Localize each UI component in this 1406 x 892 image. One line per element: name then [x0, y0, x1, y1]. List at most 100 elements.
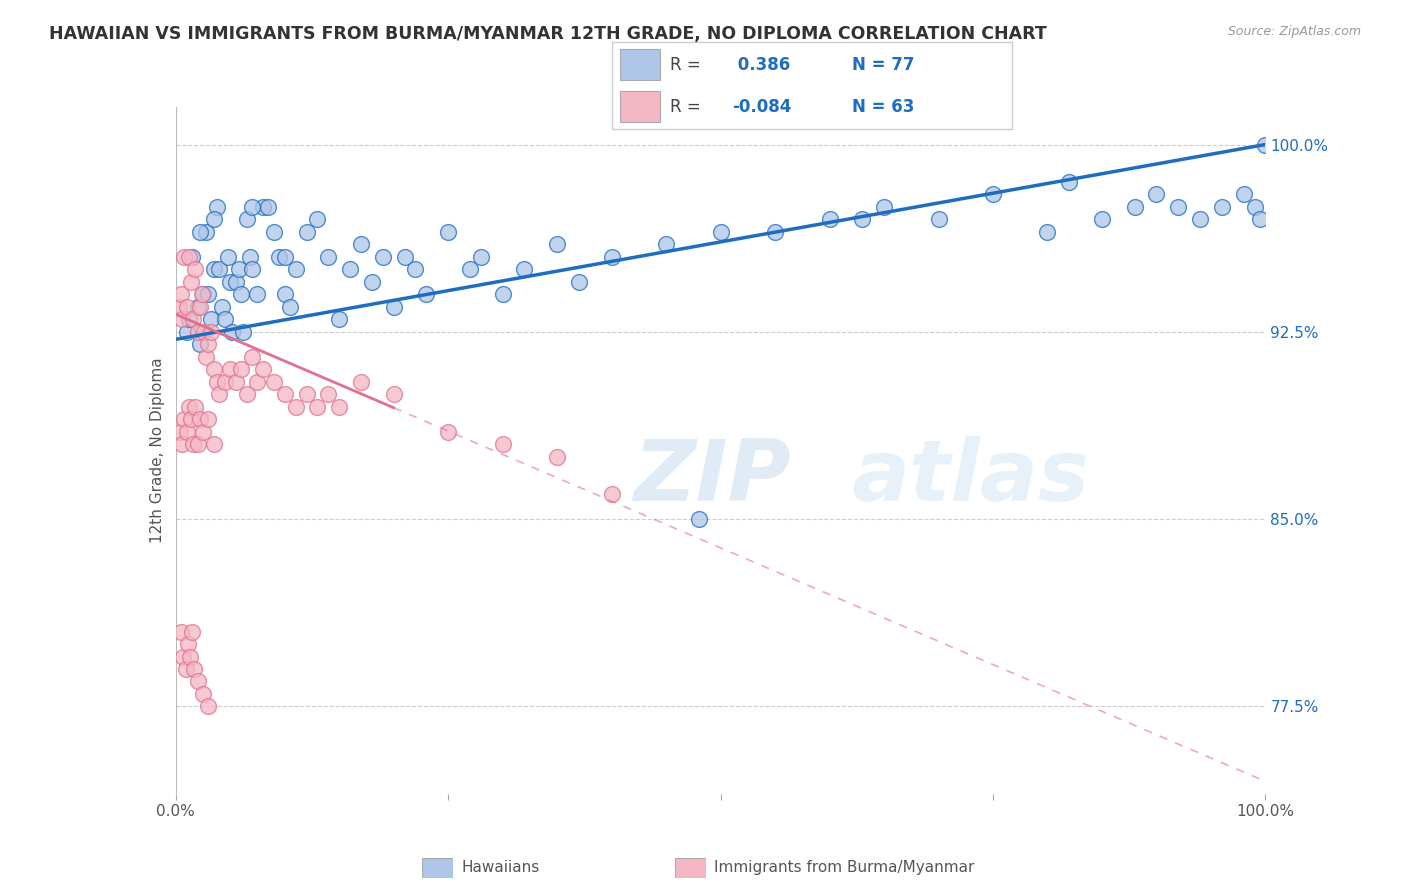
Point: [240, 350, 263, 364]
Point: [181, 437, 204, 451]
Point: [1233, 187, 1256, 202]
Point: [186, 300, 209, 314]
Point: [818, 212, 841, 227]
Point: [186, 674, 209, 689]
Point: [1059, 175, 1081, 189]
Point: [180, 275, 202, 289]
Point: [240, 262, 263, 277]
Point: [195, 350, 218, 364]
Point: [188, 300, 211, 314]
Point: [197, 287, 219, 301]
Point: [176, 300, 198, 314]
Point: [186, 325, 209, 339]
Point: [513, 262, 536, 277]
Point: [710, 225, 733, 239]
Point: [257, 200, 280, 214]
Point: [180, 412, 202, 426]
Point: [208, 262, 231, 277]
Point: [1243, 200, 1265, 214]
Point: [225, 275, 247, 289]
Point: [546, 237, 568, 252]
Point: [197, 412, 219, 426]
Point: [195, 225, 218, 239]
Point: [350, 375, 373, 389]
Point: [184, 262, 207, 277]
Point: [252, 362, 274, 376]
Point: [177, 637, 200, 651]
Point: [231, 287, 253, 301]
Point: [174, 662, 197, 676]
Point: [232, 325, 254, 339]
Point: [350, 237, 373, 252]
Point: [1167, 200, 1189, 214]
Point: [568, 275, 591, 289]
Point: [371, 250, 394, 264]
Point: [217, 250, 239, 264]
Point: [179, 649, 201, 664]
Point: [191, 425, 214, 439]
Point: [176, 425, 198, 439]
Point: [981, 187, 1004, 202]
Point: [284, 400, 307, 414]
Point: [183, 662, 205, 676]
Text: N = 77: N = 77: [852, 55, 914, 74]
FancyBboxPatch shape: [620, 91, 659, 122]
Point: [169, 425, 191, 439]
Point: [873, 200, 896, 214]
Point: [177, 312, 200, 326]
Point: [263, 225, 285, 239]
Point: [211, 300, 233, 314]
Point: [415, 287, 437, 301]
Text: R =: R =: [669, 55, 706, 74]
Point: [1254, 137, 1277, 152]
Point: [382, 300, 405, 314]
Point: [239, 250, 262, 264]
Point: [177, 250, 200, 264]
Text: -0.084: -0.084: [731, 97, 792, 116]
Point: [492, 287, 515, 301]
Text: 0.386: 0.386: [731, 55, 790, 74]
Point: [470, 250, 492, 264]
Point: [274, 250, 297, 264]
Point: [186, 437, 209, 451]
Point: [361, 275, 384, 289]
Point: [172, 312, 194, 326]
Point: [246, 287, 269, 301]
Point: [197, 699, 219, 714]
Point: [214, 375, 236, 389]
Point: [181, 250, 204, 264]
Text: N = 63: N = 63: [852, 97, 914, 116]
Point: [172, 649, 194, 664]
Point: [188, 337, 211, 351]
Point: [231, 362, 253, 376]
Point: [235, 212, 257, 227]
Point: [405, 262, 427, 277]
Point: [200, 325, 222, 339]
Point: [200, 312, 222, 326]
Point: [928, 212, 950, 227]
Point: [546, 450, 568, 464]
Text: atlas: atlas: [852, 436, 1090, 519]
Point: [170, 287, 193, 301]
Point: [307, 400, 329, 414]
Point: [295, 225, 318, 239]
Point: [437, 425, 460, 439]
Point: [246, 375, 269, 389]
Point: [284, 262, 307, 277]
Point: [167, 300, 190, 314]
Point: [191, 287, 214, 301]
Text: Immigrants from Burma/Myanmar: Immigrants from Burma/Myanmar: [714, 860, 974, 874]
Point: [318, 250, 340, 264]
Point: [1249, 212, 1271, 227]
Point: [208, 387, 231, 401]
Point: [1036, 225, 1059, 239]
Point: [240, 200, 263, 214]
Point: [193, 325, 215, 339]
Point: [1146, 187, 1168, 202]
Point: [205, 375, 228, 389]
Point: [1123, 200, 1146, 214]
Point: [263, 375, 285, 389]
Point: [688, 512, 710, 526]
Point: [202, 262, 225, 277]
Point: [252, 200, 274, 214]
